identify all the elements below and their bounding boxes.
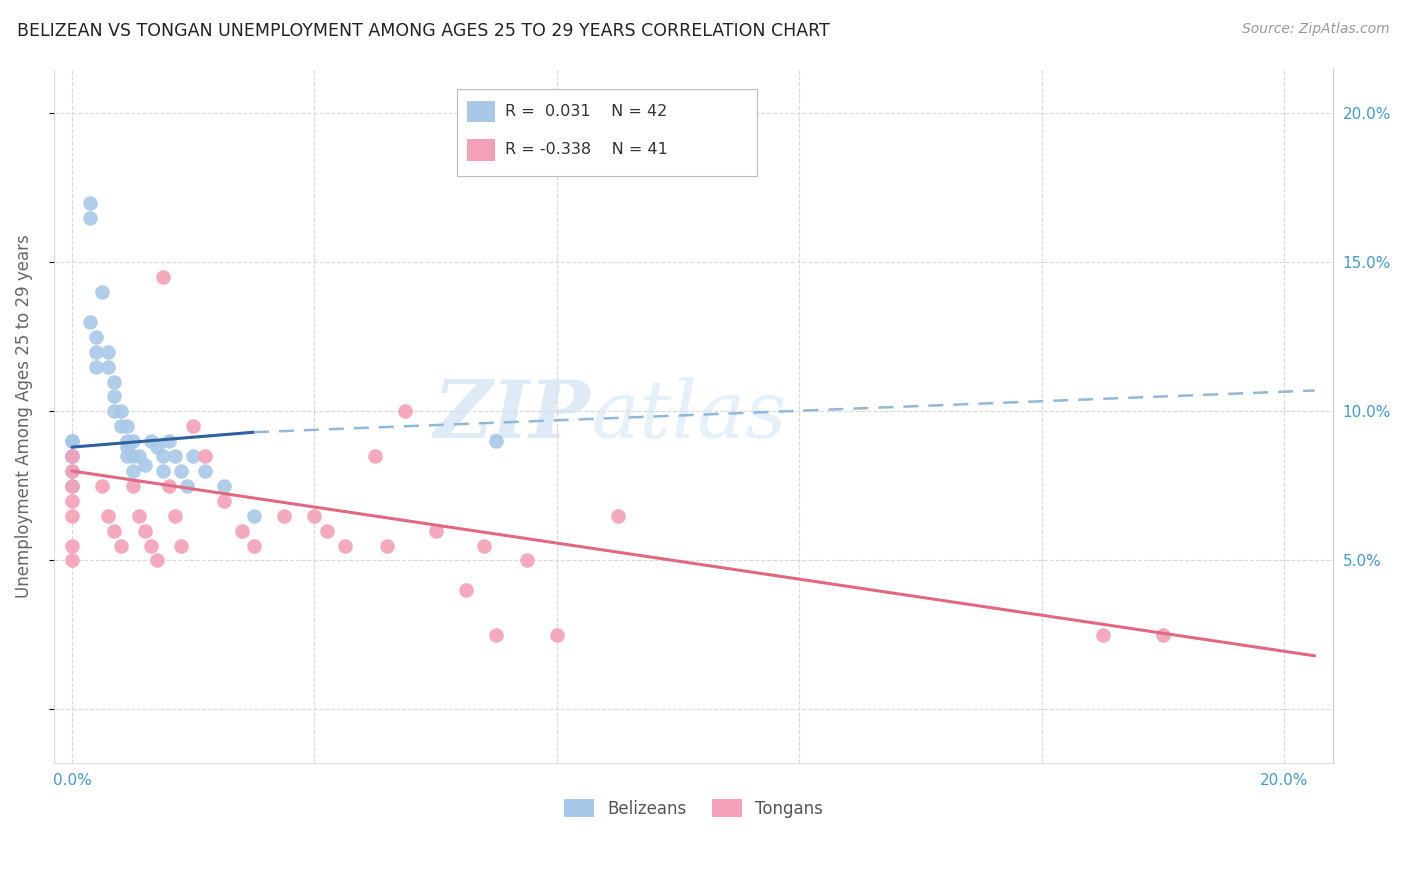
Point bbox=[157, 434, 180, 449]
Point bbox=[139, 434, 162, 449]
Point bbox=[375, 539, 398, 553]
Point bbox=[60, 434, 83, 449]
FancyBboxPatch shape bbox=[467, 101, 495, 122]
Point bbox=[97, 344, 120, 359]
Point bbox=[181, 419, 204, 434]
Point bbox=[60, 553, 83, 567]
Point bbox=[273, 508, 295, 523]
Point bbox=[243, 508, 266, 523]
Text: atlas: atlas bbox=[591, 377, 786, 455]
Point bbox=[176, 479, 198, 493]
Point bbox=[60, 493, 83, 508]
Point bbox=[128, 449, 150, 463]
Point bbox=[170, 464, 193, 478]
Point bbox=[97, 359, 120, 374]
Point bbox=[546, 628, 568, 642]
Point bbox=[152, 464, 174, 478]
FancyBboxPatch shape bbox=[457, 89, 758, 177]
Y-axis label: Unemployment Among Ages 25 to 29 years: Unemployment Among Ages 25 to 29 years bbox=[15, 234, 32, 598]
Point bbox=[1091, 628, 1114, 642]
Point bbox=[60, 479, 83, 493]
Point bbox=[194, 464, 217, 478]
Legend: Belizeans, Tongans: Belizeans, Tongans bbox=[557, 793, 830, 824]
Point bbox=[134, 458, 156, 472]
Point bbox=[115, 440, 138, 454]
Text: Source: ZipAtlas.com: Source: ZipAtlas.com bbox=[1241, 22, 1389, 37]
Point bbox=[97, 508, 120, 523]
Point bbox=[121, 464, 143, 478]
Point bbox=[103, 389, 125, 403]
Point bbox=[79, 195, 101, 210]
Point bbox=[485, 434, 508, 449]
Point bbox=[79, 211, 101, 225]
Point bbox=[181, 449, 204, 463]
Point bbox=[84, 330, 107, 344]
Point bbox=[231, 524, 253, 538]
Point bbox=[103, 524, 125, 538]
Point bbox=[152, 270, 174, 285]
Point bbox=[425, 524, 447, 538]
Point bbox=[194, 449, 217, 463]
Point bbox=[165, 449, 187, 463]
Point bbox=[60, 539, 83, 553]
Point bbox=[170, 539, 193, 553]
Point bbox=[128, 508, 150, 523]
Point bbox=[1152, 628, 1174, 642]
Point bbox=[91, 479, 114, 493]
Point bbox=[110, 404, 132, 418]
Point bbox=[212, 493, 235, 508]
Point bbox=[485, 628, 508, 642]
Point bbox=[454, 583, 477, 598]
Point bbox=[134, 524, 156, 538]
Point bbox=[364, 449, 387, 463]
Point bbox=[121, 479, 143, 493]
Point bbox=[60, 449, 83, 463]
Point bbox=[472, 539, 495, 553]
Point bbox=[333, 539, 356, 553]
Point bbox=[60, 464, 83, 478]
Text: ZIP: ZIP bbox=[434, 377, 591, 455]
Point bbox=[115, 419, 138, 434]
Point bbox=[304, 508, 326, 523]
Text: BELIZEAN VS TONGAN UNEMPLOYMENT AMONG AGES 25 TO 29 YEARS CORRELATION CHART: BELIZEAN VS TONGAN UNEMPLOYMENT AMONG AG… bbox=[17, 22, 830, 40]
Point bbox=[212, 479, 235, 493]
Point bbox=[157, 479, 180, 493]
Point bbox=[84, 344, 107, 359]
Point bbox=[60, 479, 83, 493]
Point bbox=[60, 434, 83, 449]
Point bbox=[103, 375, 125, 389]
Point bbox=[152, 449, 174, 463]
Point bbox=[115, 434, 138, 449]
Point bbox=[115, 449, 138, 463]
Point bbox=[91, 285, 114, 299]
Text: R =  0.031    N = 42: R = 0.031 N = 42 bbox=[505, 104, 668, 120]
Point bbox=[165, 508, 187, 523]
Point bbox=[516, 553, 538, 567]
Point bbox=[110, 419, 132, 434]
Point bbox=[110, 539, 132, 553]
Point bbox=[146, 553, 169, 567]
FancyBboxPatch shape bbox=[467, 139, 495, 161]
Point bbox=[60, 449, 83, 463]
Point bbox=[243, 539, 266, 553]
Point bbox=[60, 449, 83, 463]
Point bbox=[146, 440, 169, 454]
Point bbox=[121, 449, 143, 463]
Point bbox=[103, 404, 125, 418]
Point bbox=[60, 508, 83, 523]
Point bbox=[84, 359, 107, 374]
Point bbox=[394, 404, 416, 418]
Text: R = -0.338    N = 41: R = -0.338 N = 41 bbox=[505, 143, 668, 157]
Point bbox=[315, 524, 337, 538]
Point bbox=[79, 315, 101, 329]
Point bbox=[139, 539, 162, 553]
Point bbox=[121, 434, 143, 449]
Point bbox=[606, 508, 628, 523]
Point bbox=[60, 464, 83, 478]
